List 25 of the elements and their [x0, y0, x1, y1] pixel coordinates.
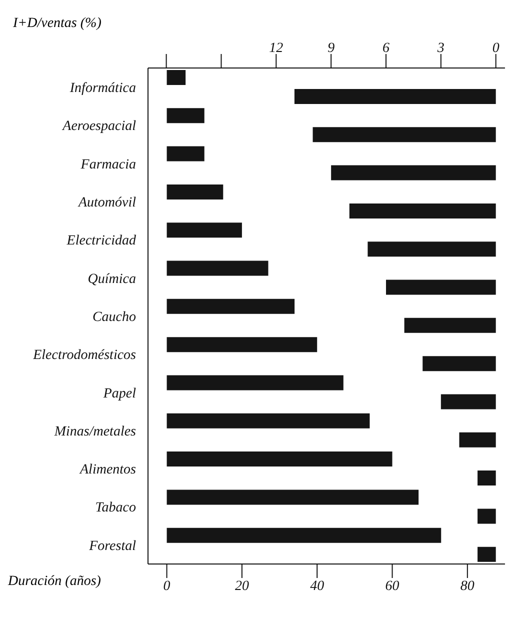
x2-tick-label: 12 [269, 41, 284, 56]
x2-axis-title: I+D/ventas (%) [13, 16, 102, 32]
y-tick-label: Automóvil [77, 196, 136, 211]
x2-tick-label: 9 [328, 41, 335, 56]
y-tick-label: Farmacia [80, 157, 136, 172]
x-tick-label: 60 [385, 578, 400, 594]
x2-tick-label: 0 [492, 41, 500, 56]
x2-tick-label: 3 [436, 41, 444, 56]
y-tick-label: Caucho [92, 310, 136, 325]
x-tick-label: 40 [310, 578, 324, 594]
y-tick-label: Informática [68, 81, 136, 96]
y-tick-label: Tabaco [95, 500, 136, 516]
y-tick-label: Electrodomésticos [32, 348, 137, 364]
y-tick-label: Papel [102, 386, 136, 402]
x-axis-title: Duración (años) [8, 574, 101, 590]
y-tick-label: Forestal [88, 538, 136, 554]
x-tick-label: 0 [163, 578, 170, 594]
y-tick-label: Química [88, 272, 136, 287]
y-tick-label: Aeroespacial [62, 119, 136, 134]
x2-tick-label: 6 [382, 41, 390, 56]
x-tick-label: 20 [234, 578, 249, 594]
y-tick-label: Electricidad [66, 234, 137, 249]
x-tick-label: 80 [460, 578, 474, 594]
y-tick-label: Alimentos [79, 462, 137, 478]
y-tick-label: Minas/metales [53, 424, 137, 440]
